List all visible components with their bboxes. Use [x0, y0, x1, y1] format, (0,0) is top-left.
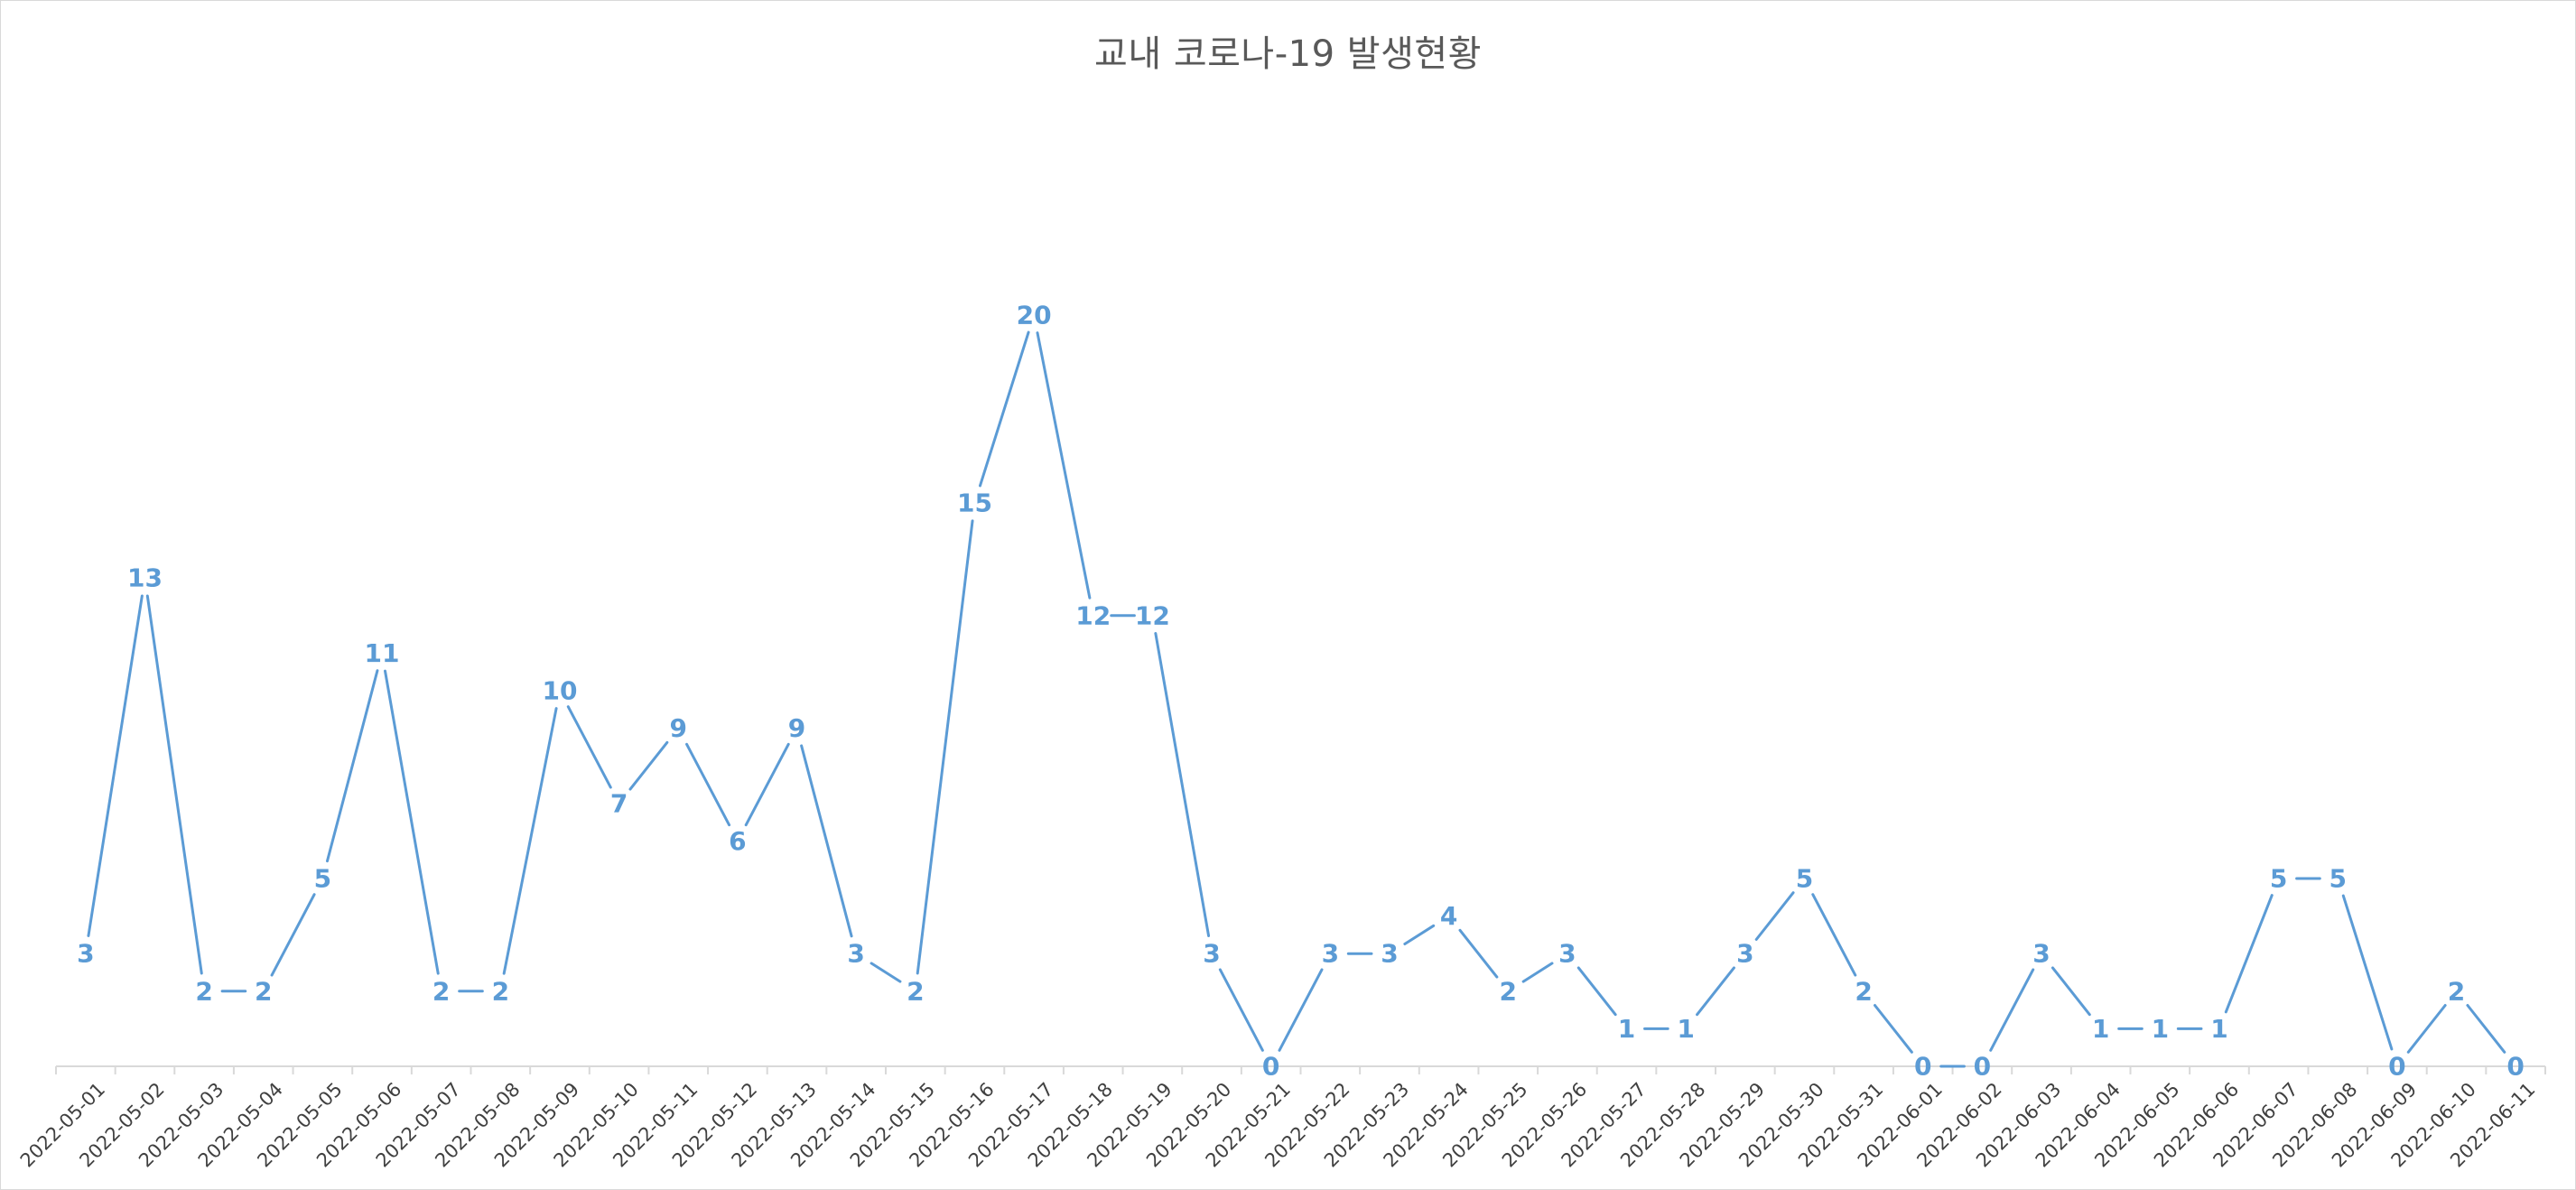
series-line-segment [1458, 928, 1499, 979]
data-label: 0 [1262, 1052, 1279, 1082]
data-label: 0 [2506, 1052, 2524, 1082]
series-line-segment [1403, 924, 1436, 945]
series-line-segment [1576, 966, 1617, 1017]
data-label: 2 [255, 976, 272, 1006]
data-label: 7 [610, 788, 628, 818]
data-label: 4 [1440, 901, 1457, 931]
data-label: 3 [1736, 939, 1753, 969]
data-label: 13 [127, 563, 163, 593]
series-line-segment [2341, 894, 2394, 1051]
series-line-segment [1278, 968, 1324, 1052]
data-label: 12 [1135, 600, 1170, 630]
data-label: 1 [1618, 1014, 1635, 1044]
series-line-segment [325, 669, 379, 863]
series-line-segment [383, 669, 440, 975]
series-line-segment [2406, 1004, 2447, 1054]
data-label: 5 [2270, 864, 2287, 894]
series-line-segment [502, 707, 558, 975]
data-label: 3 [1322, 939, 1339, 969]
series-line-segment [1811, 893, 1857, 977]
series-line-segment [1873, 1004, 1913, 1054]
data-label: 5 [314, 864, 331, 894]
data-label: 6 [729, 826, 746, 856]
data-label: 0 [2388, 1052, 2405, 1082]
chart-title: 교내 코로나-19 발생현황 [1094, 33, 1482, 75]
data-label: 3 [1381, 939, 1398, 969]
data-label: 1 [2092, 1014, 2109, 1044]
series-line-group [87, 330, 2506, 1068]
data-label: 11 [365, 638, 400, 668]
data-label: 2 [2448, 976, 2465, 1006]
data-label: 0 [1914, 1052, 1931, 1082]
series-line-segment [1218, 968, 1264, 1052]
data-label: 2 [1500, 976, 1517, 1006]
series-line-segment [1036, 331, 1092, 600]
data-label: 5 [2330, 864, 2347, 894]
series-line-segment [270, 893, 316, 977]
series-line-segment [2466, 1004, 2506, 1054]
series-line-segment [870, 962, 902, 983]
series-line-segment [2224, 894, 2274, 1014]
series-line-segment [1154, 631, 1211, 938]
data-label: 9 [788, 713, 805, 743]
data-label: 1 [1677, 1014, 1694, 1044]
series-line-segment [566, 705, 612, 789]
data-label: 3 [77, 939, 94, 969]
data-label: 2 [492, 976, 509, 1006]
series-line-segment [1521, 962, 1554, 983]
data-label: 2 [195, 976, 212, 1006]
series-line-segment [1754, 891, 1795, 941]
series-line-segment [916, 519, 974, 975]
series-line-segment [1696, 966, 1735, 1017]
data-label: 3 [1558, 939, 1576, 969]
series-line-segment [1989, 968, 2035, 1052]
data-label: 3 [2032, 939, 2050, 969]
series-line-segment [2051, 966, 2091, 1017]
series-line-segment [744, 742, 790, 827]
series-line-segment [800, 744, 853, 938]
series-line-segment [145, 594, 203, 975]
series-line-segment [685, 742, 731, 827]
series-line-segment [978, 330, 1030, 488]
series-line-segment [628, 740, 669, 791]
data-label: 12 [1075, 600, 1111, 630]
x-axis [55, 1065, 2546, 1074]
data-label: 0 [1974, 1052, 1991, 1082]
data-label: 15 [957, 488, 992, 518]
data-label: 2 [907, 976, 924, 1006]
x-tick-labels: 2022-05-012022-05-022022-05-032022-05-04… [16, 1078, 2540, 1171]
series-line-segment [87, 594, 144, 937]
data-label: 2 [432, 976, 450, 1006]
data-label: 2 [1855, 976, 1872, 1006]
data-label: 3 [1203, 939, 1220, 969]
data-label: 3 [847, 939, 864, 969]
data-label: 5 [1796, 864, 1813, 894]
data-label: 10 [542, 676, 577, 706]
data-label: 20 [1017, 301, 1052, 330]
data-label: 1 [2210, 1014, 2227, 1044]
data-label: 1 [2152, 1014, 2169, 1044]
data-label: 9 [670, 713, 687, 743]
